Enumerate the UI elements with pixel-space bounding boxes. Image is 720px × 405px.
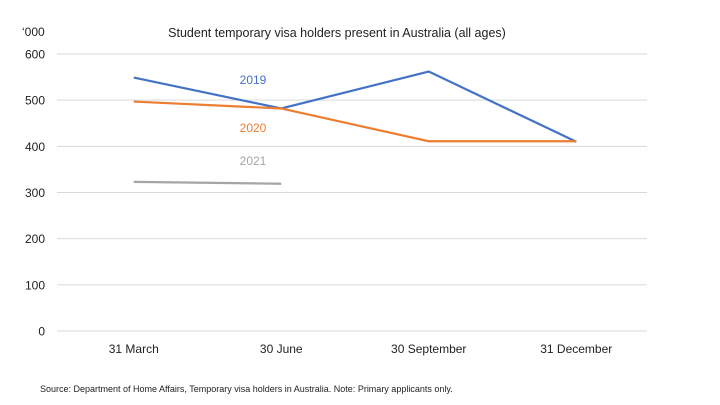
series-line-2020 bbox=[133, 100, 577, 143]
series-label-2019: 2019 bbox=[240, 73, 267, 87]
series-line-2021 bbox=[133, 180, 282, 185]
chart-title: Student temporary visa holders present i… bbox=[168, 26, 506, 40]
y-tick-label: 600 bbox=[25, 48, 45, 62]
series-label-2021: 2021 bbox=[240, 154, 267, 168]
series-lines bbox=[133, 70, 577, 185]
y-tick-label: 500 bbox=[25, 94, 45, 108]
x-tick-label: 31 March bbox=[109, 342, 159, 356]
y-tick-label: 400 bbox=[25, 140, 45, 154]
series-labels: 2019 2020 2021 bbox=[240, 73, 267, 168]
x-tick-label: 30 June bbox=[260, 342, 303, 356]
source-note: Source: Department of Home Affairs, Temp… bbox=[40, 384, 453, 394]
gridlines bbox=[57, 53, 647, 332]
y-axis-ticks: 0 100 200 300 400 500 600 bbox=[25, 48, 45, 339]
y-tick-label: 200 bbox=[25, 232, 45, 246]
x-axis-ticks: 31 March 30 June 30 September 31 December bbox=[109, 342, 613, 356]
y-tick-label: 300 bbox=[25, 186, 45, 200]
x-tick-label: 30 September bbox=[391, 342, 466, 356]
y-axis-unit-label: ‘000 bbox=[22, 25, 45, 39]
y-tick-label: 0 bbox=[38, 325, 45, 339]
x-tick-label: 31 December bbox=[540, 342, 612, 356]
series-label-2020: 2020 bbox=[240, 121, 267, 135]
series-line-2019 bbox=[133, 70, 577, 143]
y-tick-label: 100 bbox=[25, 278, 45, 292]
